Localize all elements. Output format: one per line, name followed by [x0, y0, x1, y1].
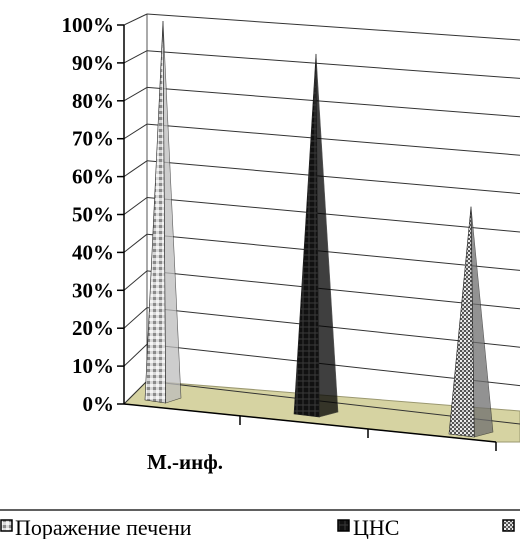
y-tick-label: 60% [72, 165, 114, 189]
y-tick-label: 90% [72, 51, 114, 75]
gridline-side [123, 160, 148, 178]
gridline [146, 197, 520, 233]
x-axis [123, 403, 497, 443]
y-tick-label: 80% [72, 89, 114, 113]
y-tick-label: 100% [62, 13, 115, 37]
pyramid-face-front [293, 53, 320, 418]
pyramid-face-front [448, 206, 475, 438]
y-tick-label: 70% [72, 127, 114, 151]
gridline [146, 50, 520, 79]
pyramid-face-front [144, 20, 167, 404]
gridline-side [123, 50, 148, 64]
y-tick-label: 40% [72, 240, 114, 264]
pyramid-1 [144, 20, 182, 404]
gridline-side [123, 197, 148, 215]
pyramid-3 [448, 206, 494, 438]
gridline-side [123, 307, 148, 329]
legend-swatch-liver [0, 519, 13, 532]
y-tick-label: 10% [72, 354, 114, 378]
gridline-side [123, 270, 148, 291]
pyramid-2 [293, 53, 339, 418]
category-label: М.-инф. [147, 450, 223, 474]
legend-swatch-cns [337, 519, 350, 532]
legend: Поражение печени ЦНС [0, 515, 515, 539]
gridline [146, 13, 520, 41]
gridline [146, 233, 520, 271]
gridline [146, 123, 520, 156]
gridline-side [123, 86, 148, 102]
gridline-side [123, 13, 148, 26]
gridline-side [123, 380, 148, 405]
pyramid-face-side [470, 206, 494, 438]
legend-label-cns: ЦНС [353, 515, 399, 539]
gridline-side [123, 233, 148, 253]
legend-label-liver: Поражение печени [15, 515, 192, 539]
gridline [146, 160, 520, 195]
pyramid-face-side [315, 53, 339, 418]
pyramid-face-side [162, 20, 182, 404]
gridline-side [123, 123, 148, 140]
y-tick-label: 20% [72, 316, 114, 340]
y-tick-label: 0% [83, 392, 115, 416]
y-tick-label: 50% [72, 203, 114, 227]
gridline [146, 86, 520, 118]
gridline-side [123, 343, 148, 367]
gridline [146, 270, 520, 310]
y-tick-label: 30% [72, 278, 114, 302]
legend-swatch-series3 [502, 519, 515, 532]
